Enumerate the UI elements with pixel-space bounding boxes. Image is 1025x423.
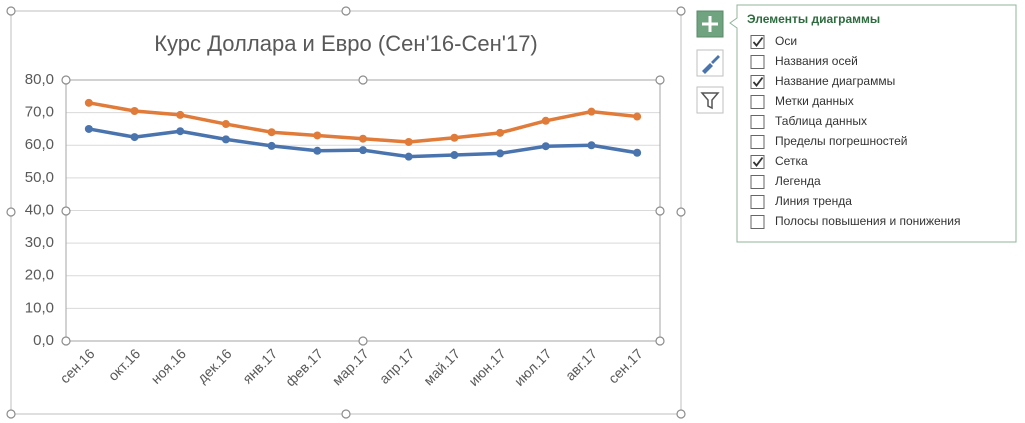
checkbox[interactable] xyxy=(750,135,765,149)
data-point xyxy=(84,98,93,107)
y-tick-label: 30,0 xyxy=(25,234,54,251)
y-tick-label: 80,0 xyxy=(25,71,54,88)
y-tick-label: 70,0 xyxy=(25,104,54,121)
checkmark xyxy=(752,156,764,167)
item-label[interactable]: Метки данных xyxy=(775,94,854,108)
data-point xyxy=(130,106,139,115)
data-point xyxy=(221,120,230,129)
data-point xyxy=(359,134,367,143)
checkbox[interactable] xyxy=(750,55,765,69)
popup xyxy=(729,4,1017,243)
brush-icon xyxy=(702,55,720,74)
data-point xyxy=(313,146,322,155)
data-point xyxy=(496,128,505,137)
item-label[interactable]: Легенда xyxy=(775,174,821,188)
data-point xyxy=(541,116,550,125)
data-point xyxy=(450,133,459,142)
y-tick-label: 0,0 xyxy=(33,332,54,349)
checkbox[interactable] xyxy=(750,215,765,229)
data-point xyxy=(587,141,596,150)
y-tick-label: 60,0 xyxy=(25,136,54,153)
selection-handles xyxy=(6,6,686,419)
item-label[interactable]: Пределы погрешностей xyxy=(775,134,908,148)
chart-buttons xyxy=(696,10,724,114)
y-tick-label: 50,0 xyxy=(25,169,54,186)
data-point xyxy=(176,127,185,136)
data-point xyxy=(633,112,642,121)
item-label[interactable]: Таблица данных xyxy=(775,114,867,128)
item-label[interactable]: Названия осей xyxy=(775,54,858,68)
plus-icon xyxy=(702,16,718,32)
data-point xyxy=(130,133,139,142)
y-tick-label: 20,0 xyxy=(25,267,54,284)
data-point xyxy=(450,151,459,160)
checkbox[interactable] xyxy=(750,175,765,189)
item-label[interactable]: Линия тренда xyxy=(775,194,852,208)
item-label[interactable]: Полосы повышения и понижения xyxy=(775,214,961,228)
data-point xyxy=(267,141,276,150)
filter-button[interactable] xyxy=(696,86,724,114)
data-point xyxy=(404,152,413,161)
y-tick-label: 40,0 xyxy=(25,201,54,218)
item-label[interactable]: Оси xyxy=(775,34,797,48)
data-point xyxy=(587,107,596,116)
data-point xyxy=(313,131,322,140)
data-point xyxy=(541,142,550,151)
data-point xyxy=(359,146,367,155)
data-point xyxy=(404,137,413,146)
chart-title: Курс Доллара и Евро (Сен'16-Сен'17) xyxy=(154,31,538,56)
item-label[interactable]: Название диаграммы xyxy=(775,74,895,88)
add-element-button[interactable] xyxy=(696,10,724,38)
item-label[interactable]: Сетка xyxy=(775,154,808,168)
checkbox[interactable] xyxy=(750,195,765,209)
popup-title: Элементы диаграммы xyxy=(747,12,880,26)
data-point xyxy=(84,124,93,133)
data-point xyxy=(496,149,505,158)
checkbox[interactable] xyxy=(750,115,765,129)
data-point xyxy=(633,148,642,157)
checkmark xyxy=(752,76,764,87)
popup-items: Оси Названия осей Название диаграммы Метки … xyxy=(750,34,961,229)
chart-area[interactable] xyxy=(10,10,682,415)
data-point xyxy=(176,110,185,119)
y-tick-label: 10,0 xyxy=(25,299,54,316)
filter-icon xyxy=(700,92,720,110)
checkbox[interactable] xyxy=(750,95,765,109)
checkmark xyxy=(752,36,764,47)
data-point xyxy=(221,135,230,144)
data-point xyxy=(267,128,276,137)
